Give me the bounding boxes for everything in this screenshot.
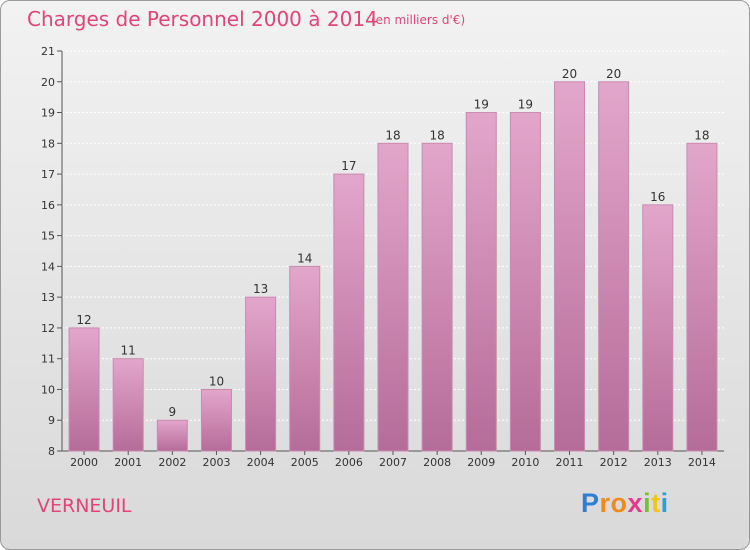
bar bbox=[377, 142, 409, 452]
y-tick-label: 13 bbox=[41, 291, 55, 304]
proxiti-logo: Proxiti bbox=[581, 488, 669, 519]
chart-subtitle: (en milliers d'€) bbox=[371, 13, 466, 27]
logo-letter: P bbox=[581, 488, 600, 518]
bar-value-label: 11 bbox=[121, 344, 136, 358]
x-tick-label: 2001 bbox=[114, 456, 142, 469]
bar bbox=[686, 142, 718, 452]
bar-value-label: 19 bbox=[518, 98, 533, 112]
x-tick-label: 2008 bbox=[423, 456, 451, 469]
x-tick-label: 2002 bbox=[158, 456, 186, 469]
bar-value-label: 18 bbox=[385, 128, 400, 142]
logo-letter: r bbox=[599, 488, 611, 518]
bar bbox=[642, 204, 674, 452]
bar-value-label: 12 bbox=[76, 313, 91, 327]
bar-value-label: 20 bbox=[562, 67, 577, 81]
y-tick-label: 19 bbox=[41, 107, 55, 120]
bar bbox=[112, 358, 144, 452]
x-tick-label: 2010 bbox=[511, 456, 539, 469]
bar-value-label: 19 bbox=[474, 98, 489, 112]
logo-letter: i bbox=[643, 488, 652, 518]
y-tick-label: 12 bbox=[41, 322, 55, 335]
x-tick-label: 2009 bbox=[467, 456, 495, 469]
y-tick-label: 16 bbox=[41, 199, 55, 212]
x-tick-label: 2005 bbox=[291, 456, 319, 469]
bar bbox=[68, 327, 100, 452]
bar bbox=[421, 142, 453, 452]
bar bbox=[465, 112, 497, 452]
bar-value-label: 18 bbox=[429, 128, 444, 142]
bar-value-label: 17 bbox=[341, 159, 356, 173]
y-tick-label: 10 bbox=[41, 383, 55, 396]
bar-value-label: 18 bbox=[694, 128, 709, 142]
x-tick-label: 2012 bbox=[600, 456, 628, 469]
x-tick-label: 2000 bbox=[70, 456, 98, 469]
chart-title: Charges de Personnel 2000 à 2014 bbox=[27, 7, 378, 31]
commune-name: VERNEUIL bbox=[37, 495, 132, 517]
bar bbox=[554, 81, 586, 452]
x-tick-label: 2006 bbox=[335, 456, 363, 469]
x-tick-label: 2003 bbox=[202, 456, 230, 469]
x-tick-label: 2007 bbox=[379, 456, 407, 469]
bar bbox=[333, 173, 365, 452]
logo-letter: x bbox=[627, 488, 644, 518]
logo-letter: t bbox=[651, 488, 661, 518]
bar bbox=[156, 419, 188, 452]
x-tick-label: 2004 bbox=[247, 456, 275, 469]
y-tick-label: 20 bbox=[41, 76, 55, 89]
x-tick-label: 2014 bbox=[688, 456, 716, 469]
y-tick-label: 14 bbox=[41, 260, 55, 273]
bar bbox=[598, 81, 630, 452]
bar bbox=[289, 265, 321, 452]
y-tick-label: 8 bbox=[48, 445, 55, 458]
y-tick-label: 17 bbox=[41, 168, 55, 181]
logo-letter: o bbox=[610, 488, 628, 518]
x-tick-label: 2011 bbox=[556, 456, 584, 469]
y-tick-label: 11 bbox=[41, 353, 55, 366]
y-tick-label: 15 bbox=[41, 230, 55, 243]
bar bbox=[245, 296, 277, 452]
bar-value-label: 13 bbox=[253, 282, 268, 296]
bar-value-label: 14 bbox=[297, 251, 312, 265]
bar-value-label: 16 bbox=[650, 190, 665, 204]
bar-value-label: 20 bbox=[606, 67, 621, 81]
bar-value-label: 9 bbox=[169, 405, 177, 419]
bar bbox=[200, 388, 232, 452]
y-tick-label: 21 bbox=[41, 45, 55, 58]
x-tick-label: 2013 bbox=[644, 456, 672, 469]
logo-letter: i bbox=[660, 488, 669, 518]
y-tick-label: 18 bbox=[41, 137, 55, 150]
y-tick-label: 9 bbox=[48, 414, 55, 427]
bar-value-label: 10 bbox=[209, 374, 224, 388]
bar bbox=[509, 112, 541, 452]
